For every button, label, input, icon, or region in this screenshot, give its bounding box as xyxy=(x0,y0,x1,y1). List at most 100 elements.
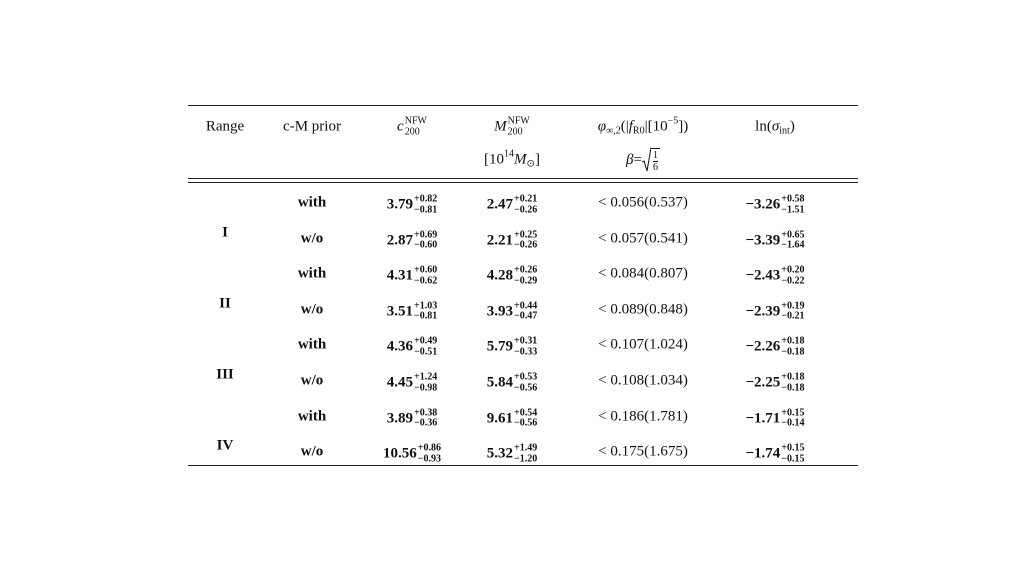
prior: with xyxy=(297,194,327,211)
phi: < 0.057(0.541) xyxy=(598,230,688,247)
value: 3.93 xyxy=(486,303,514,320)
upper-error: +0.49 xyxy=(414,335,438,347)
phi-cell: < 0.107(1.024) xyxy=(598,337,688,353)
upper-error: +1.03 xyxy=(414,300,438,312)
value-cell: 3.89 +0.38 −0.36 xyxy=(387,408,437,429)
value: −3.26 xyxy=(745,196,781,213)
error-scripts: +0.60 −0.62 xyxy=(414,265,438,287)
symbol: φ xyxy=(597,118,607,135)
lower-error: −0.36 xyxy=(414,417,438,429)
error-scripts: +0.25 −0.26 xyxy=(514,230,537,251)
prior: with xyxy=(297,336,327,353)
value-cell: 3.93 +0.44 −0.47 xyxy=(487,301,537,322)
prior-cell: with xyxy=(297,265,327,282)
upper-error: +0.18 xyxy=(781,335,805,347)
value: 4.28 xyxy=(486,267,514,284)
text: ]) xyxy=(678,118,689,135)
prior: w/o xyxy=(300,230,324,247)
upper-error: +0.15 xyxy=(781,407,805,419)
value: −1.71 xyxy=(745,410,781,427)
upper-error: +0.54 xyxy=(514,407,538,419)
prior-cell: w/o xyxy=(301,231,324,246)
upper-error: +0.21 xyxy=(514,193,538,205)
value: 3.51 xyxy=(386,303,414,320)
value-cell: −2.43 +0.20 −0.22 xyxy=(745,265,804,287)
lower-error: −0.56 xyxy=(514,417,538,429)
error-scripts: +0.86 −0.93 xyxy=(418,443,441,465)
lower-error: −0.81 xyxy=(414,310,438,322)
value-cell: −2.26 +0.18 −0.18 xyxy=(745,335,805,358)
upper-error: +0.69 xyxy=(414,229,438,241)
phi: < 0.175(1.675) xyxy=(598,443,688,460)
error-scripts: +0.15 −0.14 xyxy=(781,408,804,429)
value: 5.79 xyxy=(486,338,514,355)
text: |[10 xyxy=(644,118,668,135)
value: 2.21 xyxy=(486,232,514,249)
value: 2.87 xyxy=(386,232,414,249)
phi-cell: < 0.089(0.848) xyxy=(598,302,688,317)
prior-cell: with xyxy=(298,409,326,424)
error-scripts: +0.18 −0.18 xyxy=(781,335,805,358)
lower-error: −0.18 xyxy=(781,382,805,393)
symbol: σ xyxy=(771,118,780,135)
value-cell: 4.36 +0.49 −0.51 xyxy=(387,335,438,358)
value-cell: 3.51 +1.03 −0.81 xyxy=(387,301,437,322)
phi-cell: < 0.175(1.675) xyxy=(598,443,688,460)
upper-error: +0.58 xyxy=(781,193,805,205)
error-scripts: +0.26 −0.29 xyxy=(514,264,538,287)
prior-cell: w/o xyxy=(301,302,324,317)
error-scripts: +1.03 −0.81 xyxy=(414,301,437,322)
phi-cell: < 0.084(0.807) xyxy=(598,266,688,282)
lower-error: −0.18 xyxy=(781,346,805,358)
lower-error: −0.14 xyxy=(781,417,805,429)
upper-error: +0.26 xyxy=(514,264,538,276)
header-cell: Range xyxy=(205,118,245,135)
value-cell: −3.39 +0.65 −1.64 xyxy=(745,230,804,251)
lower-error: −1.51 xyxy=(781,204,805,215)
value-cell: 5.84 +0.53 −0.56 xyxy=(487,372,537,394)
radical xyxy=(641,147,651,172)
text: Range xyxy=(205,118,245,135)
prior: w/o xyxy=(300,443,324,460)
value-cell: 4.31 +0.60 −0.62 xyxy=(387,265,438,287)
lower-error: −0.51 xyxy=(414,346,438,358)
value: 3.79 xyxy=(386,196,414,213)
header-cell: φ ∞,2 (| f R0 |[10 −5]) xyxy=(597,116,689,136)
scripts: NFW 200 xyxy=(508,116,530,138)
symbol: f xyxy=(628,118,633,135)
header-rule xyxy=(188,182,858,183)
phi-cell: < 0.108(1.034) xyxy=(598,373,688,389)
range: III xyxy=(216,366,234,383)
upper-error: +0.18 xyxy=(781,371,805,383)
value: 9.61 xyxy=(486,410,514,427)
lower-error: −0.15 xyxy=(781,453,805,465)
lower-error: −0.81 xyxy=(414,204,438,215)
value-cell: 4.45 +1.24 −0.98 xyxy=(386,372,437,394)
value-cell: 3.79 +0.82 −0.81 xyxy=(386,193,438,216)
value: −2.25 xyxy=(745,374,781,391)
phi: < 0.089(0.848) xyxy=(598,301,688,318)
prior-cell: with xyxy=(297,336,327,353)
error-scripts: +0.19 −0.21 xyxy=(781,301,804,322)
lower-error: −0.62 xyxy=(414,275,438,287)
upper-error: +0.15 xyxy=(781,442,805,454)
top-rule xyxy=(188,105,858,106)
denominator: 6 xyxy=(652,160,658,173)
upper-error: +0.82 xyxy=(414,193,438,205)
subscript: ⊙ xyxy=(526,158,535,169)
lower-error: −1.64 xyxy=(781,239,805,251)
lower-error: −0.26 xyxy=(514,239,538,251)
text: (| xyxy=(620,118,629,135)
value: 4.45 xyxy=(386,374,414,391)
value: −2.39 xyxy=(745,303,781,320)
prior: with xyxy=(297,265,327,282)
text: ln( xyxy=(755,118,772,135)
error-scripts: +0.38 −0.36 xyxy=(414,408,437,429)
superscript: 14 xyxy=(504,148,515,159)
lower-error: −1.20 xyxy=(514,453,538,465)
radical-path xyxy=(641,147,651,172)
phi-cell: < 0.057(0.541) xyxy=(598,231,688,246)
value: 3.89 xyxy=(386,410,414,427)
